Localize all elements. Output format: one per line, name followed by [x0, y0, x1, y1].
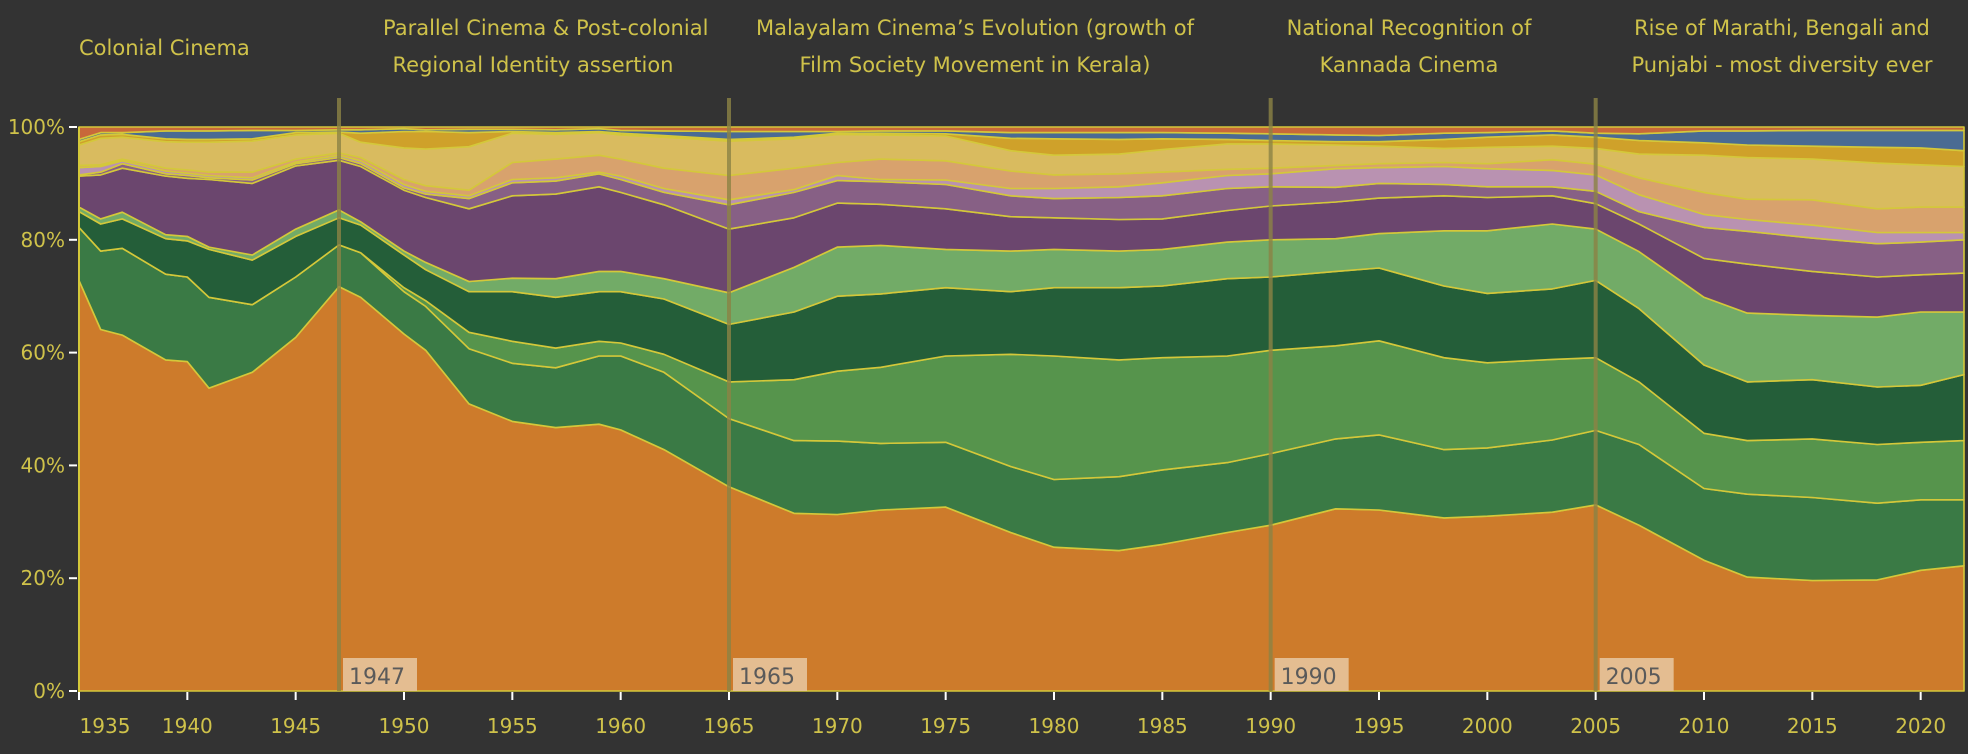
era-title-line: Film Society Movement in Kerala) [799, 53, 1151, 77]
y-tick-label: 20% [21, 566, 65, 590]
x-tick-label: 2015 [1787, 714, 1838, 738]
era-title-line: Malayalam Cinema’s Evolution (growth of [756, 16, 1194, 40]
y-tick-label: 40% [21, 453, 65, 477]
y-tick-label: 80% [21, 228, 65, 252]
x-tick-label: 1995 [1354, 714, 1405, 738]
x-tick-label: 1985 [1137, 714, 1188, 738]
y-tick-label: 0% [33, 679, 65, 703]
era-title-line: Rise of Marathi, Bengali and [1634, 16, 1930, 40]
x-tick-label: 1945 [270, 714, 321, 738]
x-tick-label: 1935 [80, 714, 131, 738]
x-tick-label: 1970 [812, 714, 863, 738]
x-tick-label: 1940 [162, 714, 213, 738]
x-tick-label: 1965 [704, 714, 755, 738]
x-tick-label: 2005 [1570, 714, 1621, 738]
x-tick-label: 2010 [1679, 714, 1730, 738]
era-title-line: National Recognition of [1286, 16, 1532, 40]
era-title-parallel-cinema: Parallel Cinema & Post-colonial Regional… [383, 10, 709, 84]
annotation-label-box [1599, 658, 1674, 691]
era-title-line: Punjabi - most diversity ever [1631, 53, 1933, 77]
y-tick-label: 60% [21, 341, 65, 365]
x-tick-label: 2020 [1895, 714, 1946, 738]
x-tick-label: 1950 [379, 714, 430, 738]
annotation-year-label: 1947 [349, 665, 405, 690]
annotation-year-label: 1965 [739, 665, 795, 690]
x-tick-label: 1955 [487, 714, 538, 738]
era-title-line: Kannada Cinema [1319, 53, 1499, 77]
era-title-colonial: Colonial Cinema [79, 30, 250, 67]
x-tick-label: 1975 [920, 714, 971, 738]
era-title-line: Colonial Cinema [79, 36, 250, 60]
era-title-line: Regional Identity assertion [392, 53, 674, 77]
x-tick-label: 1990 [1245, 714, 1296, 738]
annotation-label-box [733, 658, 807, 691]
era-title-kannada: National Recognition of Kannada Cinema [1259, 10, 1559, 84]
annotation-year-label: 2005 [1606, 665, 1662, 690]
area-series-13 [78, 126, 1965, 141]
annotation-label-box [343, 658, 417, 691]
x-tick-label: 2000 [1462, 714, 1513, 738]
era-title-malayalam: Malayalam Cinema’s Evolution (growth of … [755, 10, 1195, 84]
annotation-year-label: 1990 [1281, 665, 1337, 690]
x-tick-label: 1960 [595, 714, 646, 738]
era-title-line: Parallel Cinema & Post-colonial [383, 16, 709, 40]
annotation-label-box [1274, 658, 1349, 691]
era-title-diversity: Rise of Marathi, Bengali and Punjabi - m… [1617, 10, 1947, 84]
y-tick-label: 100% [8, 115, 65, 139]
x-tick-label: 1980 [1029, 714, 1080, 738]
